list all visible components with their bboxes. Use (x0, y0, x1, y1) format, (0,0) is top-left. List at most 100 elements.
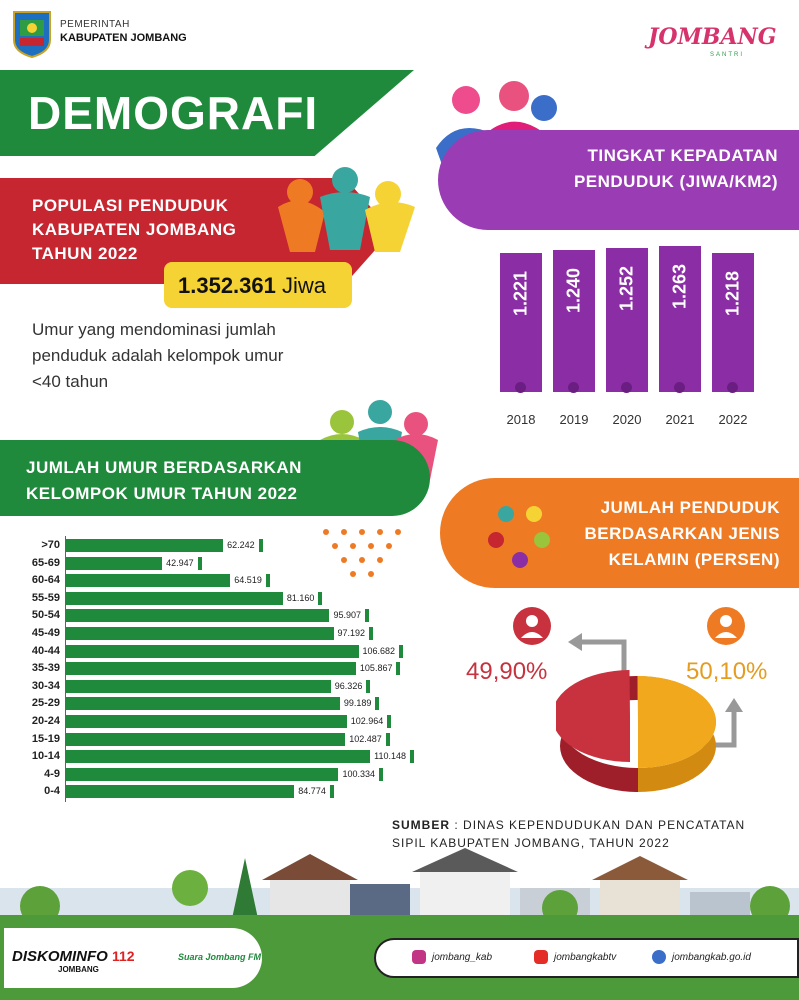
diskominfo-logo: DISKOMINFO (12, 948, 108, 965)
source-line: SUMBER : DINAS KEPENDUDUKAN DAN PENCATAT… (392, 818, 745, 832)
age-value-label: 97.192 (333, 627, 370, 640)
female-percent-label: 49,90% (466, 658, 548, 685)
density-value-label: 1.221 (510, 270, 531, 316)
age-category-label: 0-4 (44, 785, 60, 798)
density-value-label: 1.240 (563, 267, 584, 313)
source-line: SIPIL KABUPATEN JOMBANG, TAHUN 2022 (392, 836, 670, 850)
jombang-crest-logo (13, 11, 51, 58)
age-category-label: 35-39 (31, 662, 60, 675)
instagram-link[interactable]: jombang_kab (432, 952, 493, 963)
density-bar (553, 249, 595, 392)
density-bar-dot (621, 382, 632, 393)
density-year-label: 2020 (612, 412, 642, 427)
density-banner (438, 130, 799, 230)
density-title-line: PENDUDUK (JIWA/KM2) (573, 172, 778, 191)
gender-title-line: JUMLAH PENDUDUK (600, 498, 780, 517)
age-value-label: 99.189 (339, 697, 376, 711)
population-value-badge: 1.352.361 Jiwa (164, 262, 352, 308)
density-bar (659, 246, 701, 392)
social-links-panel (374, 938, 799, 978)
pie-slice-male (637, 676, 716, 768)
page-title: DEMOGRAFI (28, 87, 319, 139)
age-category-label: 50-54 (31, 609, 60, 622)
sponsor-logos-panel (4, 928, 262, 988)
age-bar (66, 785, 334, 799)
age-bar (66, 644, 404, 658)
jombang-brand-logo: JOMBANG (648, 24, 777, 50)
gender-pie-chart (556, 670, 717, 792)
age-value-label: 95.907 (329, 609, 365, 623)
density-bar (500, 252, 542, 392)
age-chart-axis (65, 536, 66, 802)
age-bar (66, 697, 380, 711)
age-bar (66, 627, 374, 640)
density-year-label: 2021 (665, 412, 695, 427)
youtube-link[interactable]: jombangkabtv (554, 952, 617, 963)
age-title-line: JUMLAH UMUR BERDASARKAN (26, 458, 302, 477)
age-category-label: 55-59 (31, 591, 60, 604)
age-category-label: 60-64 (31, 574, 60, 587)
female-icon (513, 607, 551, 645)
density-value-label: 1.252 (616, 265, 637, 311)
people-group-icon (278, 167, 415, 252)
web-icon (652, 950, 666, 964)
age-value-label: 64.519 (230, 574, 266, 588)
age-category-label: 4-9 (44, 767, 60, 780)
age-bar (66, 574, 270, 588)
age-value-label: 106.682 (358, 644, 400, 658)
age-value-label: 62.242 (223, 539, 259, 552)
age-value-label: 84.774 (294, 785, 330, 799)
density-bar-dot (727, 382, 738, 393)
age-bar (66, 732, 390, 746)
instagram-icon (412, 950, 426, 964)
population-title-line: TAHUN 2022 (32, 244, 138, 263)
age-bar (66, 679, 371, 693)
age-value-label: 105.867 (355, 662, 397, 676)
age-category-label: 45-49 (31, 627, 60, 639)
density-bar (606, 247, 648, 392)
emergency-112-logo: 112 (112, 948, 135, 964)
density-value-label: 1.263 (669, 263, 690, 310)
age-value-label: 102.964 (346, 715, 388, 728)
age-value-label: 42.947 (162, 556, 198, 570)
age-value-label: 110.148 (370, 750, 410, 764)
age-value-label: 81.160 (282, 591, 319, 605)
age-note-line: <40 tahun (32, 372, 109, 391)
density-title-line: TINGKAT KEPADATAN (587, 146, 778, 165)
government-label: PEMERINTAH (60, 19, 130, 30)
youtube-icon (534, 950, 548, 964)
density-bar-dot (568, 382, 579, 393)
age-note-line: penduduk adalah kelompok umur (32, 346, 284, 365)
source-label: SUMBER (392, 818, 451, 832)
density-bar-dot (515, 382, 526, 393)
age-category-label: >70 (41, 539, 60, 551)
age-category-label: 15-19 (31, 732, 60, 745)
density-bar (712, 253, 754, 392)
gender-title-line: KELAMIN (PERSEN) (608, 550, 780, 569)
pie-slice-female (556, 670, 630, 762)
population-value: 1.352.361 (178, 273, 276, 298)
age-bar (66, 591, 323, 605)
regency-label: KABUPATEN JOMBANG (60, 32, 187, 44)
age-category-label: 65-69 (31, 556, 60, 569)
diskominfo-sub: JOMBANG (58, 965, 99, 974)
density-year-label: 2022 (718, 412, 748, 427)
age-value-label: 102.487 (345, 732, 386, 746)
age-bar (66, 539, 263, 552)
density-year-label: 2018 (506, 412, 536, 427)
age-bar (66, 715, 392, 728)
gender-title-line: BERDASARKAN JENIS (584, 524, 780, 543)
male-icon (707, 607, 745, 645)
age-bar (66, 750, 414, 764)
age-bar (66, 556, 202, 570)
website-link[interactable]: jombangkab.go.id (672, 952, 751, 963)
density-bar-dot (674, 382, 685, 393)
age-category-label: 10-14 (31, 750, 60, 763)
male-percent-label: 50,10% (686, 658, 768, 685)
age-category-label: 20-24 (31, 715, 60, 727)
population-title-line: POPULASI PENDUDUK (32, 196, 229, 215)
density-year-label: 2019 (559, 412, 589, 427)
population-title-line: KABUPATEN JOMBANG (32, 220, 237, 239)
age-bar (66, 767, 383, 781)
age-value-label: 100.334 (338, 767, 379, 781)
